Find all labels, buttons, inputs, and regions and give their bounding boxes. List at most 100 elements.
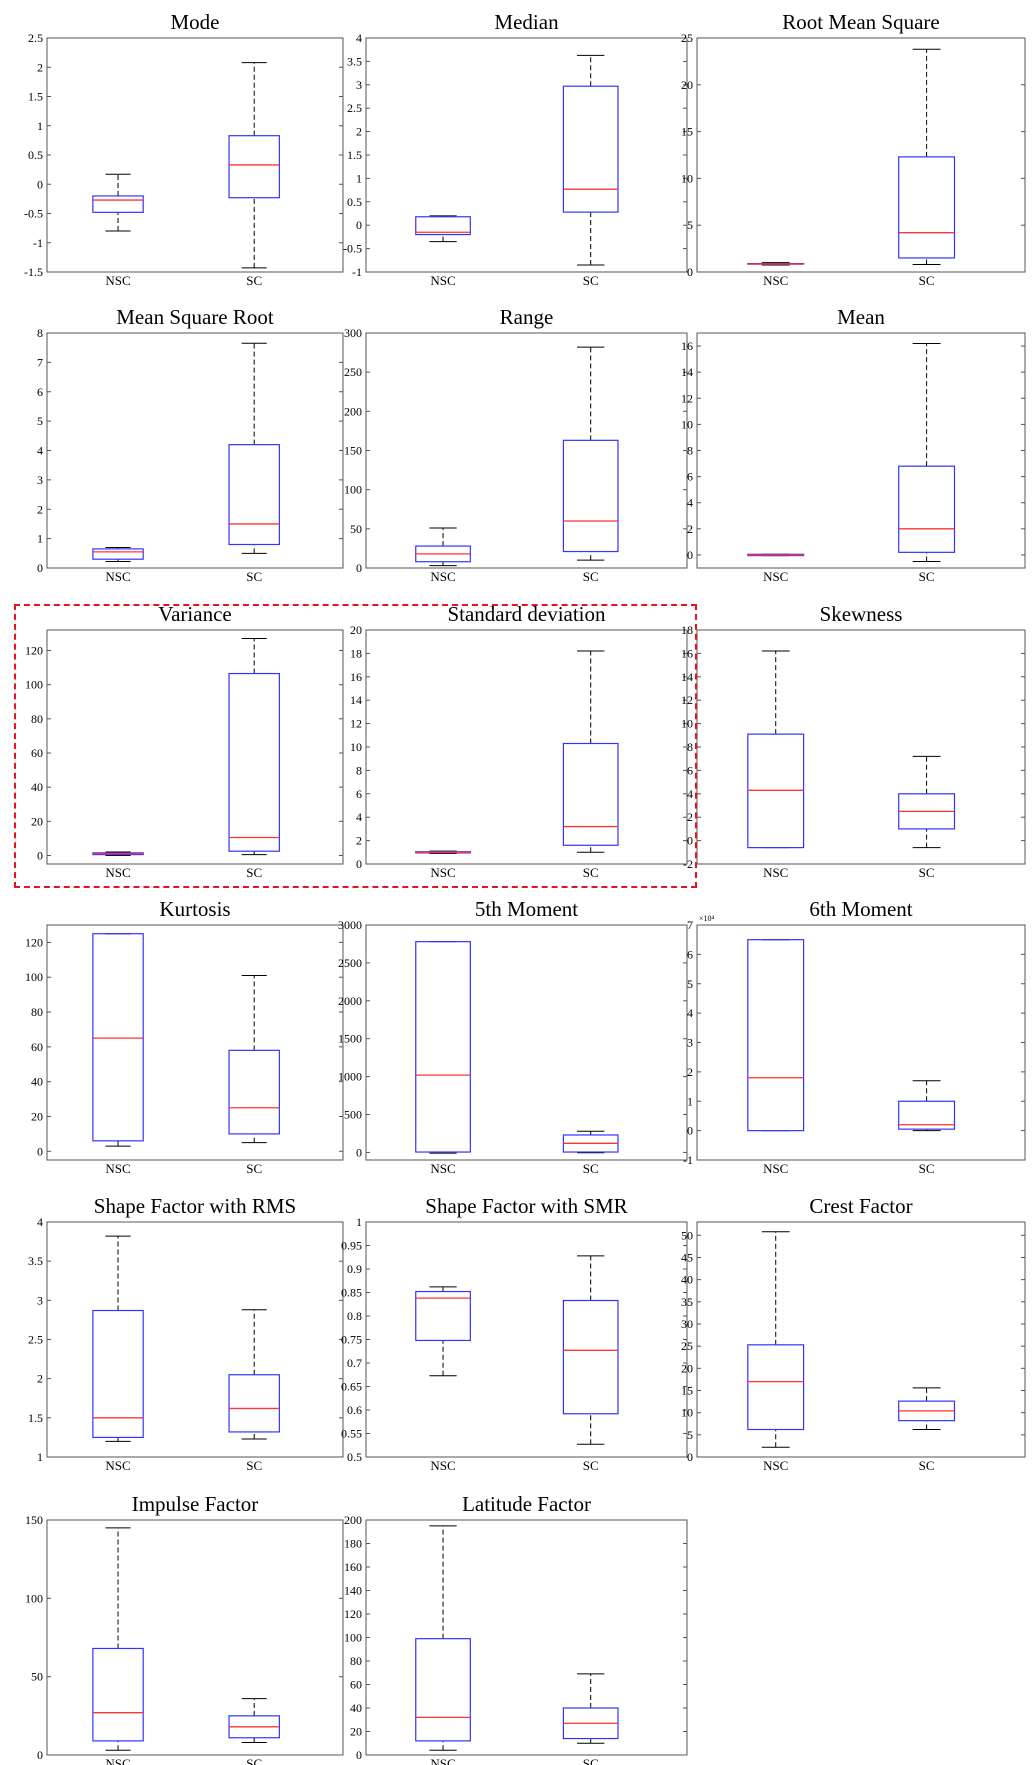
category-label: SC <box>919 273 935 288</box>
y-tick-label: 200 <box>344 404 362 418</box>
chart-5th-moment: 5th Moment 0 500 1000 1500 2000 2500 3000 NSC SC <box>338 897 688 1176</box>
box-sc <box>898 342 956 562</box>
chart-impulse-factor: Impulse Factor 0 50 100 150 NSC SC <box>25 1492 344 1765</box>
y-tick-label: 2 <box>356 125 362 139</box>
y-tick-label: 2 <box>37 502 43 516</box>
y-tick-label: 0.95 <box>341 1239 362 1253</box>
box-sc <box>228 342 280 554</box>
y-tick-label: 0.5 <box>28 148 43 162</box>
plot-frame <box>46 629 344 865</box>
y-tick-label: 10 <box>681 417 693 431</box>
y-tick-label: -1 <box>352 265 362 279</box>
iqr-box <box>415 941 471 1153</box>
y-tick-label: 180 <box>344 1537 362 1551</box>
iqr-box <box>898 1100 956 1130</box>
box-sc <box>898 1387 956 1431</box>
box-sc <box>562 1673 619 1744</box>
y-tick-label: 100 <box>25 1591 43 1605</box>
y-tick-label: 0 <box>37 561 43 575</box>
y-tick-label: 2.5 <box>347 101 362 115</box>
iqr-box <box>228 1374 280 1433</box>
chart-title: Range <box>500 305 554 329</box>
y-tick-label: 0 <box>356 1145 362 1159</box>
category-label: NSC <box>763 1161 788 1176</box>
y-tick-label: 2 <box>356 834 362 848</box>
chart-root-mean-square: Root Mean Square 0 5 10 15 20 25 NSC SC <box>681 10 1026 288</box>
y-tick-label: 3 <box>687 1036 693 1050</box>
chart-title: Root Mean Square <box>782 10 939 34</box>
iqr-box <box>562 742 619 846</box>
y-tick-label: 7 <box>37 355 43 369</box>
box-sc <box>562 54 619 266</box>
y-tick-label: 0.55 <box>341 1427 362 1441</box>
y-tick-label: 2000 <box>338 994 362 1008</box>
box-nsc <box>415 215 471 243</box>
y-tick-label: 0 <box>37 177 43 191</box>
chart-6th-moment: 6th Moment ×10⁴ -1 0 1 2 3 4 5 6 7 NSC SC <box>683 897 1026 1176</box>
y-tick-label: 0.5 <box>347 1450 362 1464</box>
y-tick-label: 14 <box>681 365 693 379</box>
category-label: SC <box>919 1161 935 1176</box>
category-label: NSC <box>430 569 455 584</box>
y-tick-label: 2 <box>687 522 693 536</box>
chart-title: Mean Square Root <box>116 305 274 329</box>
category-label: NSC <box>430 273 455 288</box>
box-sc <box>898 48 956 266</box>
y-tick-label: 12 <box>681 391 693 405</box>
iqr-box <box>92 1647 144 1742</box>
y-tick-label: 100 <box>344 1631 362 1645</box>
box-nsc <box>92 173 144 232</box>
y-tick-label: 4 <box>687 496 693 510</box>
category-label: SC <box>919 569 935 584</box>
y-tick-label: 12 <box>681 693 693 707</box>
y-tick-label: 2 <box>687 1065 693 1079</box>
chart-range: Range 0 50 100 150 200 250 300 NSC SC <box>344 305 688 584</box>
y-tick-label: 6 <box>37 385 43 399</box>
category-label: SC <box>246 865 262 880</box>
category-label: SC <box>919 865 935 880</box>
category-label: SC <box>246 1756 262 1765</box>
iqr-box <box>92 1309 144 1439</box>
y-tick-label: 1 <box>687 1094 693 1108</box>
y-tick-label: 0 <box>687 1450 693 1464</box>
chart-variance: Variance 0 20 40 60 80 100 120 NSC SC <box>25 602 344 880</box>
box-sc <box>898 755 956 849</box>
box-sc <box>562 650 619 853</box>
chart-median: Median -1 -0.5 0 0.5 1 1.5 2 2.5 3 3.5 4 NSC SC <box>343 10 688 288</box>
y-tick-label: 35 <box>681 1295 693 1309</box>
y-tick-label: 1 <box>356 1215 362 1229</box>
plot-frame <box>696 332 1026 569</box>
y-tick-label: 18 <box>681 623 693 637</box>
y-tick-label: 4 <box>356 810 362 824</box>
y-tick-label: 12 <box>350 717 362 731</box>
iqr-box <box>898 465 956 553</box>
iqr-box <box>415 1638 471 1742</box>
y-tick-label: 15 <box>681 1383 693 1397</box>
y-tick-label: 60 <box>31 746 43 760</box>
category-label: SC <box>919 1458 935 1473</box>
y-tick-label: 300 <box>344 326 362 340</box>
y-tick-label: 150 <box>344 444 362 458</box>
y-tick-label: 0 <box>687 1124 693 1138</box>
y-tick-label: 6 <box>687 470 693 484</box>
y-tick-label: 2.5 <box>28 31 43 45</box>
chart-crest-factor: Crest Factor 0 5 10 15 20 25 30 35 40 45 50 NSC SC <box>681 1194 1026 1473</box>
y-tick-label: 150 <box>25 1513 43 1527</box>
y-tick-label: 20 <box>31 814 43 828</box>
y-tick-label: 14 <box>681 670 693 684</box>
y-tick-label: 50 <box>31 1670 43 1684</box>
chart-title: Shape Factor with RMS <box>94 1194 296 1218</box>
category-label: SC <box>246 1161 262 1176</box>
y-tick-label: 0.7 <box>347 1356 362 1370</box>
y-tick-label: 30 <box>681 1317 693 1331</box>
box-sc <box>228 974 280 1144</box>
category-label: SC <box>583 1458 599 1473</box>
plot-frame <box>696 924 1026 1161</box>
y-tick-label: -1.5 <box>24 265 43 279</box>
y-tick-label: 0.9 <box>347 1262 362 1276</box>
y-tick-label: 60 <box>350 1678 362 1692</box>
category-label: SC <box>583 865 599 880</box>
y-tick-label: 40 <box>350 1701 362 1715</box>
category-label: NSC <box>105 1161 130 1176</box>
